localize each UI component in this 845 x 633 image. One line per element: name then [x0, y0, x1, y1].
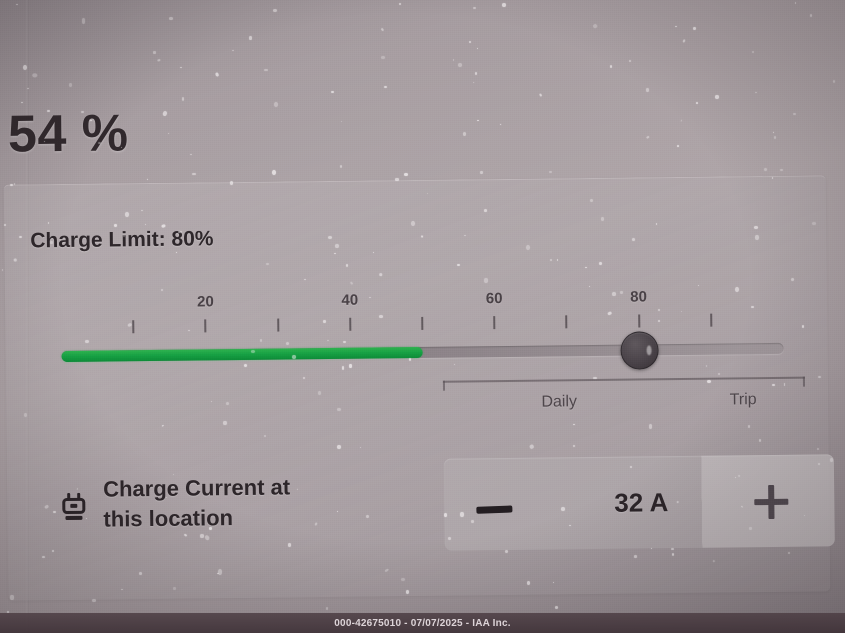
slider-tick-label-20: 20 — [196, 293, 214, 311]
slider-tick-label-80: 80 — [630, 288, 648, 306]
slider-tick-50 — [421, 316, 424, 330]
slider-tick-80 — [637, 314, 640, 328]
slider-tick-30 — [276, 318, 279, 332]
slider-tick-marks — [4, 176, 826, 334]
slider-tick-90 — [709, 313, 713, 327]
battery-percent: 54 % — [7, 104, 129, 164]
slider-track[interactable] — [61, 330, 784, 370]
slider-tick-60 — [493, 316, 496, 330]
slider-tick-10 — [132, 320, 135, 334]
increase-current-button[interactable] — [708, 454, 835, 547]
slider-trip-label[interactable]: Trip — [729, 391, 757, 409]
watermark-text: 000-42675010 - 07/07/2025 - IAA Inc. — [334, 617, 511, 629]
slider-tick-20 — [204, 319, 207, 333]
plus-icon-vertical — [768, 484, 775, 520]
slider-tick-40 — [348, 317, 352, 331]
slider-tick-label-60: 60 — [485, 290, 503, 308]
charge-current-stepper[interactable]: 32 A — [443, 454, 835, 551]
slider-thumb[interactable] — [619, 330, 659, 370]
slider-tick-labels: 20 40 60 80 — [4, 176, 826, 310]
slider-tick-label-40: 40 — [341, 291, 359, 309]
plug-icon — [62, 492, 86, 520]
charge-current-row: Charge Current at this location 32 A — [7, 444, 835, 573]
range-bracket-bar — [442, 376, 805, 383]
charge-current-label-line1: Charge Current at — [102, 474, 291, 502]
range-bracket-cap-left — [442, 380, 446, 391]
slider-tick-70 — [565, 315, 568, 329]
decrease-current-button[interactable] — [444, 457, 575, 550]
range-bracket-cap-right — [802, 376, 806, 387]
charge-limit-slider[interactable]: 20 40 60 80 Daily Trip — [4, 176, 829, 425]
charge-current-value: 32 A — [614, 486, 669, 518]
charge-current-label-line2: this location — [103, 505, 234, 532]
slider-fill — [61, 346, 423, 363]
minus-icon — [476, 505, 513, 514]
watermark-bar: 000-42675010 - 07/07/2025 - IAA Inc. — [0, 613, 845, 633]
charge-current-label: Charge Current at this location — [103, 472, 291, 534]
charge-settings-card: Charge Limit: 80% 20 40 60 80 Daily Trip — [3, 175, 835, 601]
slider-daily-label[interactable]: Daily — [541, 393, 578, 411]
